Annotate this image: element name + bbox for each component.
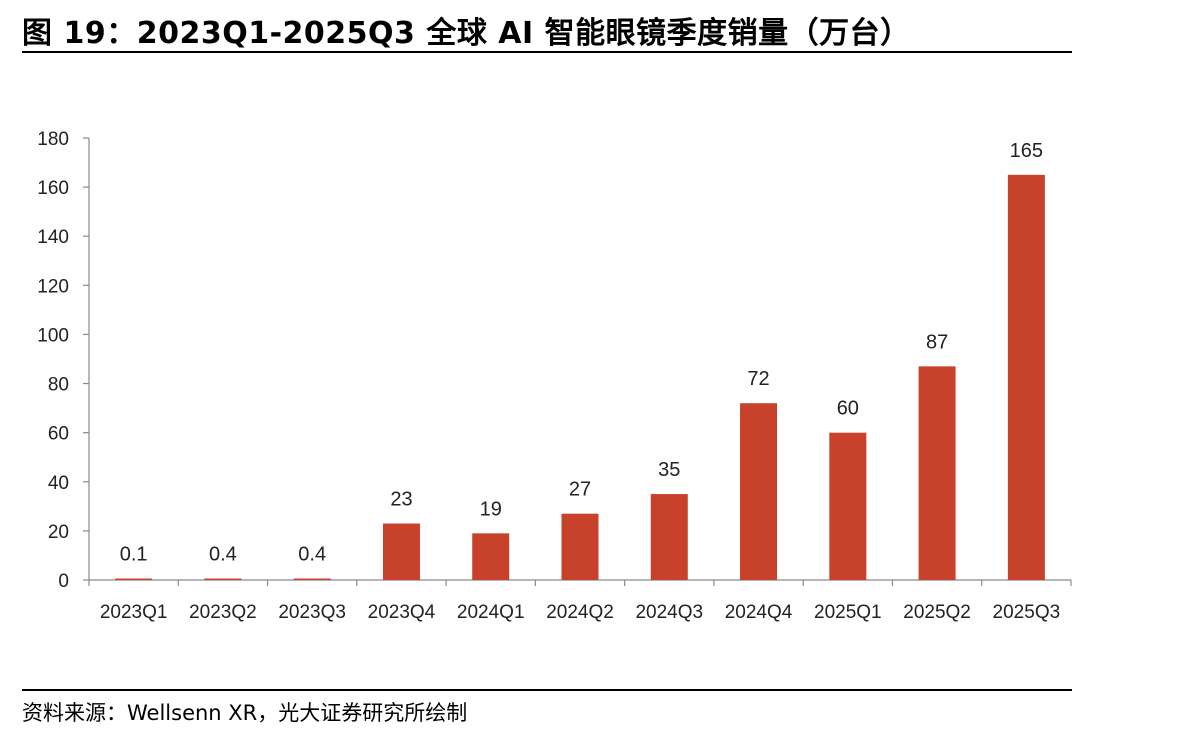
data-label: 0.4 — [298, 544, 326, 566]
data-labels: 0.1 0.4 0.4 23 19 27 35 72 60 87 165 — [120, 140, 1043, 566]
bar — [740, 403, 778, 580]
bar — [293, 578, 331, 580]
y-tick-label: 160 — [37, 178, 69, 199]
x-category-label: 2024Q4 — [725, 602, 793, 623]
data-label: 19 — [480, 498, 502, 520]
data-label: 60 — [837, 398, 859, 420]
data-label: 27 — [569, 479, 591, 501]
y-axis-ticks: 0 20 40 60 80 100 120 140 160 180 — [37, 129, 89, 592]
data-label: 0.1 — [120, 544, 148, 566]
data-label: 72 — [747, 368, 769, 390]
data-label: 0.4 — [209, 544, 237, 566]
bar — [115, 578, 153, 580]
x-category-label: 2024Q1 — [457, 602, 525, 623]
x-category-label: 2024Q3 — [635, 602, 703, 623]
bar — [382, 523, 420, 580]
title-divider — [22, 51, 1072, 53]
x-category-label: 2024Q2 — [546, 602, 614, 623]
data-label: 23 — [390, 489, 412, 511]
x-category-label: 2025Q3 — [993, 602, 1061, 623]
source-note: 资料来源：Wellsenn XR，光大证券研究所绘制 — [22, 701, 468, 725]
data-label: 35 — [658, 459, 680, 481]
x-category-label: 2023Q1 — [100, 602, 168, 623]
y-tick-label: 120 — [37, 276, 69, 297]
data-label: 165 — [1010, 140, 1043, 162]
y-tick-label: 80 — [48, 375, 69, 396]
x-axis-labels: 2023Q1 2023Q2 2023Q3 2023Q4 2024Q1 2024Q2 2024… — [100, 602, 1060, 623]
y-tick-label: 100 — [37, 325, 69, 346]
chart-bars — [115, 174, 1045, 581]
x-category-label: 2025Q1 — [814, 602, 882, 623]
y-tick-label: 20 — [48, 522, 69, 543]
data-label: 87 — [926, 331, 948, 353]
bar — [918, 366, 956, 580]
bar — [472, 533, 510, 580]
bar — [204, 578, 242, 580]
source-divider — [22, 689, 1072, 691]
y-tick-label: 60 — [48, 424, 69, 445]
y-tick-label: 40 — [48, 473, 69, 494]
x-category-label: 2023Q4 — [368, 602, 436, 623]
x-category-label: 2023Q3 — [278, 602, 346, 623]
y-tick-label: 140 — [37, 227, 69, 248]
figure-title: 图 19：2023Q1-2025Q3 全球 AI 智能眼镜季度销量（万台） — [22, 16, 911, 51]
y-tick-label: 0 — [58, 571, 69, 592]
bar — [829, 432, 867, 580]
bar — [650, 494, 688, 580]
bar — [1007, 174, 1045, 581]
x-category-label: 2025Q2 — [903, 602, 971, 623]
y-tick-label: 180 — [37, 129, 69, 150]
bar — [561, 513, 599, 580]
x-category-label: 2023Q2 — [189, 602, 257, 623]
